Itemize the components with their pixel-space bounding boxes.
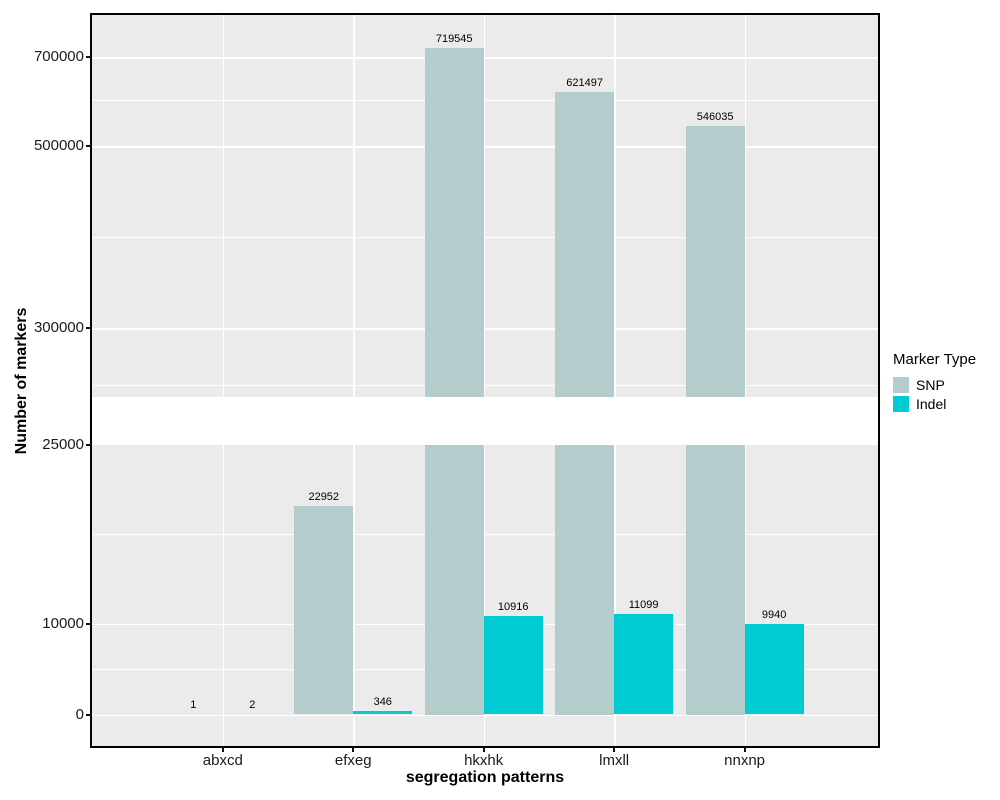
bar-label-indel-hkxhk: 10916	[497, 600, 529, 613]
bar-snp-nnxnp	[685, 445, 745, 715]
bar-snp-lmxll	[555, 445, 615, 715]
bar-label-snp-lmxll: 621497	[566, 76, 603, 89]
x-axis-tick-abxcd	[221, 747, 224, 752]
legend-label-snp: SNP	[916, 377, 945, 393]
y-axis-tick-25000	[86, 444, 91, 446]
lower-axis-panel: 1 22952 2 346 10916 11099 9940	[92, 445, 878, 746]
y-axis-tick-label-25000: 25000	[42, 436, 84, 453]
legend-title: Marker Type	[893, 351, 977, 368]
legend: Marker Type SNP Indel	[893, 351, 976, 414]
y-axis-tick-10000	[86, 622, 91, 625]
x-axis-tick-label-abxcd: abxcd	[202, 752, 243, 769]
y-axis-tick-label-500000: 500000	[33, 137, 84, 154]
x-axis-title: segregation patterns	[405, 769, 565, 786]
bar-label-snp-nnxnp: 546035	[696, 110, 734, 123]
bar-label-snp-abxcd: 1	[190, 699, 197, 712]
legend-label-indel: Indel	[916, 396, 947, 412]
bar-label-indel-abxcd: 2	[249, 699, 256, 712]
gridline-category-efxeg	[353, 445, 355, 746]
gridline-category-nnxnp	[744, 15, 747, 397]
x-axis-tick-label-hkxhk: hkxhk	[464, 752, 504, 769]
gridline-category-hkxhk	[483, 445, 486, 746]
gridline-category-efxeg	[353, 15, 355, 397]
bar-snp-hkxhk	[424, 445, 484, 715]
bar-label-indel-lmxll: 11099	[628, 598, 659, 611]
x-axis-tick-label-efxeg: efxeg	[334, 752, 372, 769]
legend-entry-snp: SNP	[893, 376, 976, 394]
bar-label-indel-efxeg: 346	[373, 696, 392, 709]
gridline-category-hkxhk	[483, 15, 486, 397]
bar-label-indel-nnxnp: 9940	[761, 609, 787, 622]
legend-entries: SNP Indel	[893, 376, 976, 413]
y-axis-tick-label-10000: 10000	[42, 614, 84, 632]
y-axis-tick-0	[86, 713, 91, 716]
y-axis-tick-500000	[86, 145, 91, 147]
gridline-category-nnxnp	[744, 445, 747, 746]
y-axis-title: Number of markers	[13, 307, 30, 455]
bar-indel-efxeg	[353, 711, 413, 715]
x-axis-tick-label-nnxnp: nnxnp	[724, 752, 766, 769]
legend-swatch-snp	[893, 377, 909, 393]
gridline-category-lmxll	[614, 15, 616, 397]
y-axis-tick-label-700000: 700000	[33, 48, 84, 65]
y-axis-tick-label-0: 0	[75, 705, 84, 723]
bar-snp-nnxnp	[685, 125, 745, 397]
bar-snp-lmxll	[555, 91, 615, 397]
bar-indel-hkxhk	[483, 615, 543, 715]
x-axis-tick-efxeg	[352, 747, 355, 752]
y-axis-tick-label-300000: 300000	[33, 319, 84, 336]
bar-label-snp-hkxhk: 719545	[435, 33, 473, 46]
bar-indel-nnxnp	[744, 624, 804, 715]
bar-label-snp-efxeg: 22952	[308, 491, 340, 504]
x-axis-tick-lmxll	[613, 747, 616, 752]
x-axis-tick-hkxhk	[482, 747, 485, 752]
gridline-category-abxcd	[222, 15, 225, 397]
upper-axis-panel: 719545 621497 546035	[92, 15, 878, 397]
legend-swatch-indel	[893, 396, 909, 412]
gridline-category-abxcd	[222, 445, 225, 746]
bar-snp-efxeg	[294, 506, 354, 715]
bar-snp-hkxhk	[424, 48, 484, 397]
gridline-category-lmxll	[614, 445, 616, 746]
y-axis-tick-300000	[86, 327, 91, 329]
x-axis-tick-label-lmxll: lmxll	[599, 752, 630, 769]
bar-indel-lmxll	[614, 613, 674, 715]
y-axis-tick-700000	[86, 56, 91, 58]
x-axis-tick-nnxnp	[743, 747, 746, 752]
legend-entry-indel: Indel	[893, 395, 976, 413]
